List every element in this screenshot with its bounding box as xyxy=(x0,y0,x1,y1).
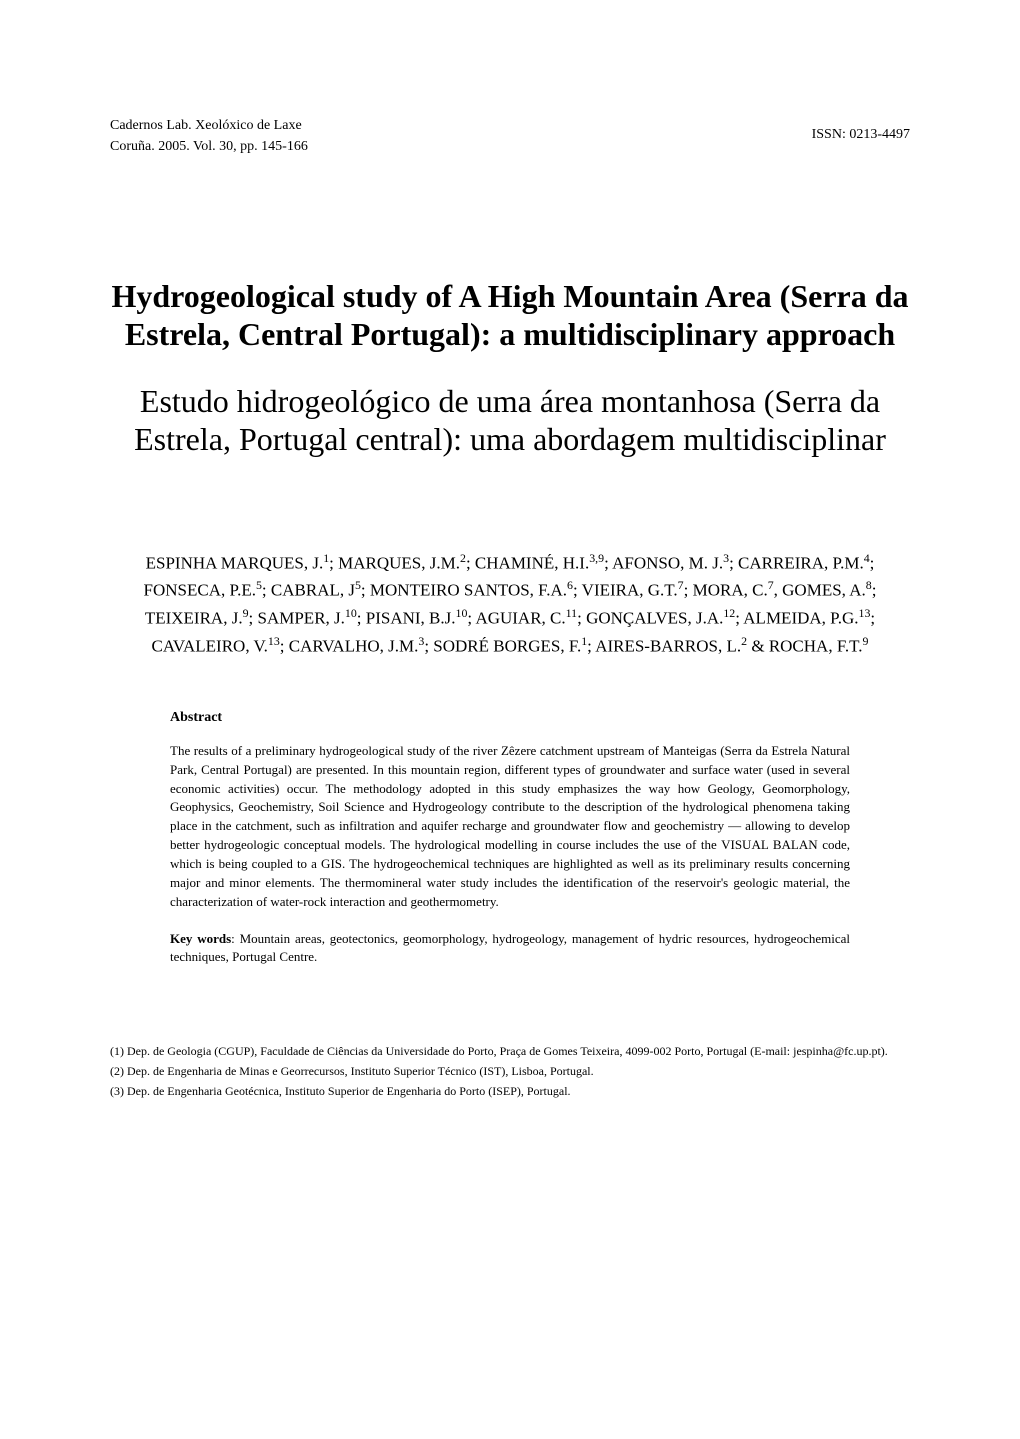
affiliation-2: (2) Dep. de Engenharia de Minas e Georre… xyxy=(110,1062,910,1080)
affiliation-1: (1) Dep. de Geologia (CGUP), Faculdade d… xyxy=(110,1042,910,1060)
abstract-heading: Abstract xyxy=(170,710,850,726)
journal-info: Cadernos Lab. Xeolóxico de Laxe Coruña. … xyxy=(110,115,308,157)
journal-issue: Coruña. 2005. Vol. 30, pp. 145-166 xyxy=(110,136,308,157)
article-title-portuguese: Estudo hidrogeológico de uma área montan… xyxy=(110,382,910,459)
keywords-label: Key words xyxy=(170,931,231,946)
abstract-body: The results of a preliminary hydrogeolog… xyxy=(170,742,850,912)
article-title-english: Hydrogeological study of A High Mountain… xyxy=(110,277,910,354)
affiliations: (1) Dep. de Geologia (CGUP), Faculdade d… xyxy=(110,1042,910,1100)
author-list: ESPINHA MARQUES, J.1; MARQUES, J.M.2; CH… xyxy=(110,549,910,660)
keywords: Key words: Mountain areas, geotectonics,… xyxy=(170,930,850,968)
affiliation-3: (3) Dep. de Engenharia Geotécnica, Insti… xyxy=(110,1082,910,1100)
keywords-text: : Mountain areas, geotectonics, geomorph… xyxy=(170,931,850,965)
issn: ISSN: 0213-4497 xyxy=(812,115,910,157)
abstract-section: Abstract The results of a preliminary hy… xyxy=(110,710,910,967)
page-header: Cadernos Lab. Xeolóxico de Laxe Coruña. … xyxy=(110,115,910,157)
journal-name: Cadernos Lab. Xeolóxico de Laxe xyxy=(110,115,308,136)
